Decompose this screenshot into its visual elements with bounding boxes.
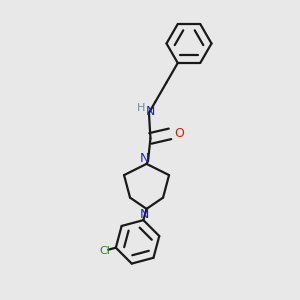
Text: O: O <box>174 128 184 140</box>
Text: Cl: Cl <box>99 246 110 256</box>
Text: N: N <box>140 208 149 221</box>
Text: N: N <box>140 152 149 165</box>
Text: N: N <box>146 105 155 118</box>
Text: H: H <box>137 103 146 113</box>
